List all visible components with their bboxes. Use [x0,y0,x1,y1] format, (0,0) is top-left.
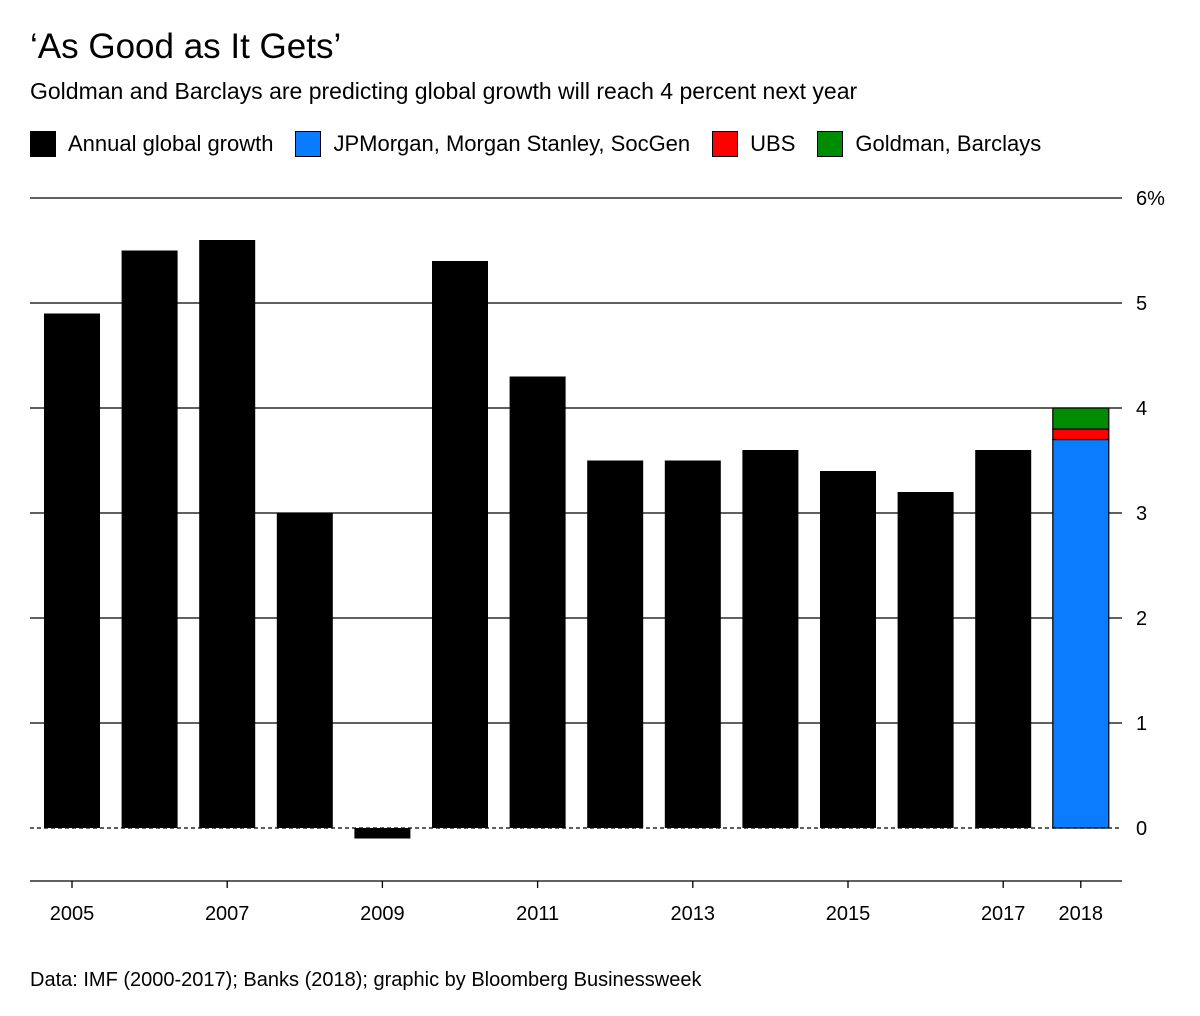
x-tick-label-2013: 2013 [671,903,716,925]
legend-item-goldman: Goldman, Barclays [817,131,1041,157]
bar-2012 [587,460,644,828]
chart-subtitle: Goldman and Barclays are predicting glob… [30,78,858,104]
legend-item-annual-growth: Annual global growth [30,131,273,157]
legend-item-jpmorgan: JPMorgan, Morgan Stanley, SocGen [295,131,690,157]
bar-2006 [121,250,178,828]
bar-2009 [354,828,411,839]
forecast-segment-2018-0 [1052,438,1110,829]
legend-label-goldman: Goldman, Barclays [855,131,1042,156]
x-tick-label-2018: 2018 [1059,903,1104,925]
y-tick-label-2: 2 [1136,608,1147,630]
legend-item-ubs: UBS [712,131,795,157]
bar-2005 [44,313,100,828]
legend-label-annual-growth: Annual global growth [68,131,274,156]
forecast-segment-2018-2 [1052,407,1110,430]
legend: Annual global growth JPMorgan, Morgan St… [30,128,1063,160]
legend-swatch-annual-growth [30,131,56,157]
y-tick-label-1: 1 [1136,713,1147,735]
bar-2007 [199,240,256,828]
x-tick-label-2015: 2015 [826,903,871,925]
x-tick-label-2011: 2011 [516,903,559,925]
bar-2015 [820,471,876,828]
x-tick-label-2007: 2007 [205,903,250,925]
source-note: Data: IMF (2000-2017); Banks (2018); gra… [30,969,702,991]
bar-2016 [897,492,954,828]
bar-2014 [742,450,799,828]
y-tick-label-4: 4 [1136,398,1147,420]
y-tick-label-5: 5 [1136,293,1147,315]
legend-swatch-ubs [712,131,739,157]
legend-swatch-goldman [817,131,844,157]
y-tick-label-3: 3 [1136,503,1147,525]
bar-2008 [276,513,333,828]
chart-title: ‘As Good as It Gets’ [30,27,342,66]
legend-label-jpmorgan: JPMorgan, Morgan Stanley, SocGen [333,131,691,156]
bar-2011 [509,376,566,828]
y-tick-label-0: 0 [1136,818,1147,840]
x-tick-label-2005: 2005 [50,903,95,925]
bar-2010 [432,261,488,828]
legend-swatch-jpmorgan [295,131,322,157]
bar-2013 [664,460,721,828]
x-tick-label-2017: 2017 [981,903,1026,925]
legend-label-ubs: UBS [750,131,796,156]
bar-2017 [975,450,1032,828]
y-tick-label-6: 6% [1136,188,1165,210]
forecast-segment-2018-1 [1052,428,1110,441]
x-tick-label-2009: 2009 [360,903,405,925]
